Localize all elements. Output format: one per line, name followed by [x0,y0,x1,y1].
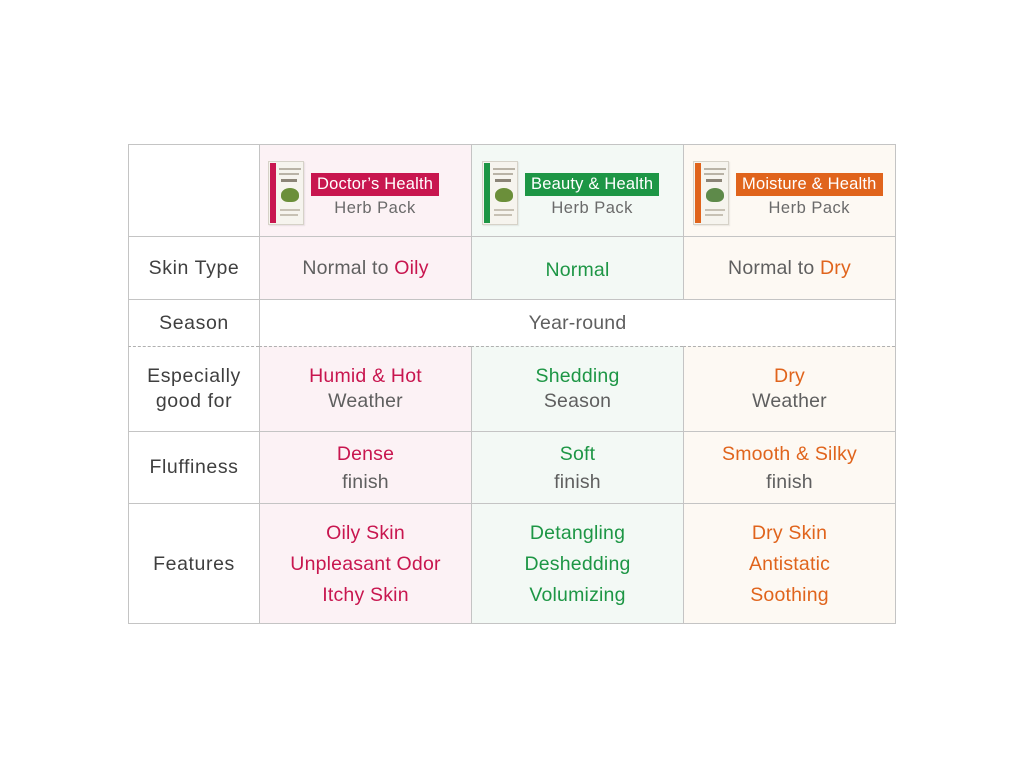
feature-item: Antistatic [748,552,831,575]
row-label-especially-good-for: Especially good for [128,346,259,431]
fluffiness-doctors-health: Dense finish [259,431,471,503]
value-highlight: Humid & Hot [309,365,422,387]
product-header-beauty-health: Beauty & Health Herb Pack [471,144,683,236]
row-label: Features [153,552,235,575]
row-label-features: Features [128,503,259,624]
value-rest: finish [766,470,813,493]
value-rest: Weather [752,390,827,412]
feature-item: Itchy Skin [322,583,409,606]
value-highlight: Dry [774,365,805,387]
product-type: Herb Pack [551,199,633,217]
herb-pack-package-icon [268,161,304,225]
especially-beauty-health: Shedding Season [471,346,683,431]
value-rest: finish [342,470,389,493]
especially-doctors-health: Humid & Hot Weather [259,346,471,431]
comparison-table: Doctor’s Health Herb Pack Beauty & Healt… [128,144,896,624]
herb-pack-package-icon [693,161,729,225]
feature-item: Detangling [529,521,626,544]
value-prefix: Normal to [302,256,395,279]
value-highlight: Oily [394,256,429,279]
value-rest: Weather [328,390,403,412]
herb-pack-package-icon [482,161,518,225]
fluffiness-moisture-health: Smooth & Silky finish [683,431,895,503]
features-beauty-health: Detangling Deshedding Volumizing [471,503,683,624]
feature-item: Unpleasant Odor [290,552,441,575]
table-border-bottom [128,623,896,624]
product-name: Beauty & Health [525,173,660,196]
feature-item: Volumizing [529,583,626,606]
value-prefix: Normal to [728,256,820,279]
season-text: Year-round [528,311,627,334]
features-moisture-health: Dry Skin Antistatic Soothing [683,503,895,624]
value-highlight: Smooth & Silky [721,442,857,465]
row-label: Fluffiness [149,456,239,478]
row-label-fluffiness: Fluffiness [128,431,259,503]
skin-type-beauty-health: Normal [471,236,683,299]
product-name: Moisture & Health [736,173,883,196]
row-label-season: Season [128,299,259,346]
row-label-line1: Especially [147,365,241,387]
especially-moisture-health: Dry Weather [683,346,895,431]
corner-cell [128,144,259,236]
value-rest: finish [554,470,601,493]
row-label-line2: good for [155,390,233,412]
value-highlight: Soft [559,442,596,465]
value-highlight: Dry [820,256,851,279]
product-header-moisture-health: Moisture & Health Herb Pack [683,144,895,236]
feature-item: Deshedding [524,552,631,575]
product-type: Herb Pack [334,199,416,217]
value-rest: Season [543,390,612,412]
row-label: Skin Type [148,256,240,279]
feature-item: Oily Skin [326,521,405,544]
feature-item: Soothing [750,583,829,606]
features-doctors-health: Oily Skin Unpleasant Odor Itchy Skin [259,503,471,624]
value-highlight: Shedding [535,365,620,387]
product-header-doctors-health: Doctor’s Health Herb Pack [259,144,471,236]
skin-type-doctors-health: Normal to Oily [259,236,471,299]
skin-type-moisture-health: Normal to Dry [683,236,895,299]
product-name: Doctor’s Health [311,173,440,196]
value-highlight: Normal [545,258,610,281]
table-border-right [895,144,896,624]
feature-item: Dry Skin [751,521,828,544]
season-value: Year-round [259,299,895,346]
fluffiness-beauty-health: Soft finish [471,431,683,503]
value-highlight: Dense [336,442,395,465]
product-type: Herb Pack [768,199,851,217]
row-label: Season [159,311,229,334]
row-label-skin-type: Skin Type [128,236,259,299]
